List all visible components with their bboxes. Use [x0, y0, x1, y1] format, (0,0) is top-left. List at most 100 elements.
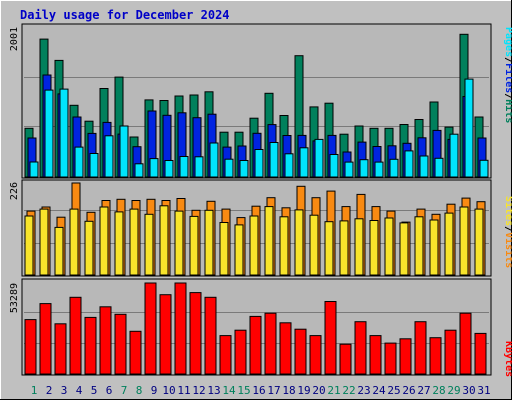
sites-bar — [264, 206, 274, 276]
x-tick-label: 18 — [282, 384, 295, 397]
kbytes-bar — [24, 319, 37, 375]
x-tick-label: 22 — [342, 384, 355, 397]
kbytes-bar — [399, 338, 412, 375]
sites-bar — [354, 218, 364, 276]
sites-bar — [339, 220, 349, 276]
kbytes-bar — [159, 294, 172, 375]
sites-bar — [459, 206, 469, 276]
kbytes-bar — [174, 282, 187, 375]
pages-bar — [269, 142, 279, 178]
kbytes-panel: 53289 KBytes — [9, 278, 512, 377]
legend-files: Files — [503, 63, 512, 93]
kbytes-bar — [474, 332, 487, 375]
pages-bar — [59, 88, 69, 178]
x-tick-label: 31 — [477, 384, 490, 397]
kbytes-bar — [144, 282, 157, 375]
pages-bar — [254, 149, 264, 178]
sites-bar — [294, 209, 304, 276]
x-tick-label: 8 — [136, 384, 143, 397]
x-tick-label: 4 — [76, 384, 83, 397]
sites-bar — [249, 215, 259, 276]
x-tick-label: 23 — [357, 384, 370, 397]
sites-bar — [234, 224, 244, 276]
pages-bar — [119, 125, 129, 178]
legend-hits: Hits — [503, 99, 512, 123]
sites-bar — [204, 209, 214, 276]
pages-bar — [434, 157, 444, 178]
pages-bar — [404, 150, 414, 178]
kbytes-bar — [39, 303, 52, 375]
x-tick-label: 9 — [151, 384, 158, 397]
kbytes-bar — [249, 315, 262, 375]
kbytes-bar — [114, 313, 127, 375]
legend-sep: / — [503, 226, 512, 232]
kbytes-bar — [189, 292, 202, 375]
x-tick-label: 21 — [327, 384, 340, 397]
x-tick-label: 10 — [162, 384, 175, 397]
sites-bar — [369, 220, 379, 276]
x-tick-label: 25 — [387, 384, 400, 397]
sites-bar — [24, 215, 34, 276]
x-tick-label: 19 — [297, 384, 310, 397]
sites-bar — [84, 220, 94, 276]
pages-bar — [374, 161, 384, 178]
kbytes-bar — [384, 342, 397, 375]
kbytes-bar — [69, 296, 82, 375]
pages-bar — [284, 153, 294, 178]
kbytes-bar — [294, 328, 307, 375]
sites-bar — [144, 213, 154, 276]
x-tick-label: 17 — [267, 384, 280, 397]
sites-bar — [129, 208, 139, 276]
sites-bar — [69, 208, 79, 276]
sites-bar — [474, 208, 484, 276]
kbytes-bar — [84, 316, 97, 375]
visits-ymax-label: 226 — [9, 182, 20, 200]
legend-sep: / — [503, 93, 512, 99]
x-tick-label: 14 — [222, 384, 236, 397]
kbytes-bar — [429, 337, 442, 375]
pages-bar — [449, 133, 459, 178]
x-tick-label: 20 — [312, 384, 325, 397]
pages-bar — [89, 153, 99, 178]
kbytes-ymax-label: 53289 — [9, 283, 20, 313]
chart-title: Daily usage for December 2024 — [20, 8, 230, 22]
pages-bar — [419, 155, 429, 178]
x-tick-label: 16 — [252, 384, 265, 397]
sites-bar — [429, 219, 439, 276]
pages-bar — [389, 158, 399, 178]
pages-bar — [329, 154, 339, 178]
kbytes-bar — [204, 296, 217, 375]
x-tick-label: 12 — [192, 384, 205, 397]
legend-kbytes: KBytes — [503, 341, 512, 377]
pages-bar — [359, 159, 369, 178]
x-axis-labels: 1 2 3 4 5 6 7 8 9 10 11 12 13 14 15 16 17 18 19 20 21 22 23 24 2… — [31, 384, 491, 397]
hits-ymax-label: 2001 — [9, 27, 20, 51]
sites-bar — [444, 212, 454, 276]
legend-pages: Pages — [503, 27, 512, 57]
x-tick-label: 2 — [46, 384, 53, 397]
legend-visits: Visits — [503, 232, 512, 268]
kbytes-bar — [234, 329, 247, 375]
kbytes-bar — [279, 322, 292, 375]
x-tick-label: 26 — [402, 384, 415, 397]
kbytes-bar — [99, 306, 112, 375]
kbytes-bar — [219, 335, 232, 375]
pages-bar — [29, 161, 39, 178]
sites-bar — [414, 216, 424, 276]
visits-panel: 226 Sites/Visits — [9, 179, 512, 277]
pages-bar — [239, 160, 249, 178]
x-tick-label: 29 — [447, 384, 460, 397]
x-tick-label: 15 — [237, 384, 250, 397]
x-tick-label: 30 — [462, 384, 475, 397]
kbytes-bar — [354, 321, 367, 375]
pages-bar — [299, 147, 309, 178]
kbytes-bar — [339, 343, 352, 375]
sites-bar — [99, 206, 109, 276]
x-tick-label: 6 — [106, 384, 113, 397]
x-tick-label: 1 — [31, 384, 38, 397]
kbytes-bar — [309, 335, 322, 375]
pages-bar — [209, 142, 219, 178]
x-tick-label: 11 — [177, 384, 190, 397]
sites-bar — [399, 222, 409, 276]
